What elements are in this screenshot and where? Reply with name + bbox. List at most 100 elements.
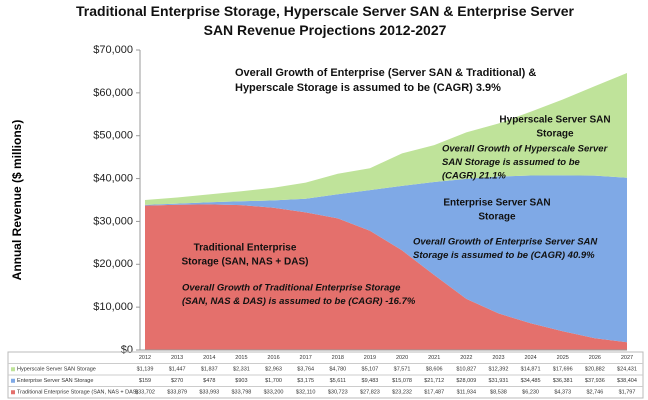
annotation: Hyperscale Server SAN — [499, 115, 610, 126]
table-cell: $17,696 — [553, 367, 573, 373]
y-tick-label: $70,000 — [93, 44, 133, 56]
area — [145, 73, 627, 205]
table-cell: $2,963 — [265, 367, 282, 373]
table-cell: $2,746 — [586, 390, 603, 396]
annotation: Storage (SAN, NAS + DAS) — [182, 257, 309, 268]
annotation: Storage — [478, 212, 516, 223]
table-header: 2014 — [203, 355, 215, 361]
y-tick-label: $30,000 — [93, 215, 133, 227]
table-cell: $21,712 — [424, 378, 444, 384]
table-cell: $7,571 — [394, 367, 411, 373]
annotation: Storage is assumed to be (CAGR) 40.9% — [413, 250, 595, 261]
legend-label: Hyperscale Server SAN Storage — [17, 367, 96, 373]
table-header: 2025 — [557, 355, 569, 361]
legend-swatch — [11, 378, 15, 383]
table-cell: $3,175 — [297, 378, 314, 384]
area — [145, 204, 627, 350]
y-tick-label: $50,000 — [93, 130, 133, 142]
table-header: 2022 — [460, 355, 472, 361]
table-cell: $33,993 — [199, 390, 219, 396]
table-header: 2018 — [332, 355, 344, 361]
table-cell: $28,009 — [456, 378, 476, 384]
table-cell: $30,723 — [328, 390, 348, 396]
annotation: Overall Growth of Enterprise Server SAN — [413, 237, 598, 248]
table-header: 2012 — [139, 355, 151, 361]
table-cell: $20,882 — [585, 367, 605, 373]
table-cell: $33,200 — [264, 390, 284, 396]
annotation: Storage — [536, 129, 574, 140]
annotation: Overall Growth of Hyperscale Server — [442, 144, 609, 155]
table-header: 2015 — [235, 355, 247, 361]
area — [145, 175, 627, 343]
table-cell: $1,139 — [137, 367, 154, 373]
table-cell: $1,837 — [201, 367, 218, 373]
annotation: Hyperscale Storage is assumed to be (CAG… — [235, 82, 501, 94]
y-tick-label: $40,000 — [93, 172, 133, 184]
annotation: Traditional Enterprise — [194, 243, 297, 254]
table-cell: $31,931 — [489, 378, 509, 384]
table-cell: $33,879 — [167, 390, 187, 396]
table-cell: $33,702 — [135, 390, 155, 396]
table-header: 2023 — [492, 355, 504, 361]
table-cell: $10,827 — [456, 367, 476, 373]
table-cell: $1,797 — [619, 390, 636, 396]
table-cell: $15,078 — [392, 378, 412, 384]
table-cell: $903 — [235, 378, 247, 384]
table-cell: $2,331 — [233, 367, 250, 373]
table-cell: $32,110 — [296, 390, 315, 396]
annotation: Overall Growth of Traditional Enterprise… — [182, 283, 401, 294]
annotation: Overall Growth of Enterprise (Server SAN… — [235, 67, 536, 79]
table-cell: $17,487 — [424, 390, 444, 396]
y-tick-label: $0 — [121, 344, 133, 356]
table-cell: $37,936 — [585, 378, 605, 384]
table-cell: $9,483 — [362, 378, 379, 384]
table-cell: $4,780 — [329, 367, 346, 373]
table-cell: $34,485 — [521, 378, 541, 384]
table-cell: $4,373 — [554, 390, 571, 396]
table-cell: $159 — [139, 378, 151, 384]
table-header: 2019 — [364, 355, 376, 361]
table-cell: $33,798 — [231, 390, 251, 396]
table-cell: $1,700 — [265, 378, 282, 384]
table-cell: $14,871 — [521, 367, 541, 373]
table-cell: $3,764 — [297, 367, 314, 373]
table-cell: $27,823 — [360, 390, 380, 396]
table-cell: $24,431 — [617, 367, 637, 373]
y-tick-label: $60,000 — [93, 87, 133, 99]
table-cell: $5,107 — [362, 367, 379, 373]
table-cell: $12,392 — [489, 367, 509, 373]
table-cell: $36,381 — [553, 378, 573, 384]
table-header: 2021 — [428, 355, 440, 361]
table-cell: $1,447 — [169, 367, 186, 373]
y-axis-label: Annual Revenue ($ millions) — [10, 120, 24, 281]
table-header: 2016 — [267, 355, 279, 361]
table-cell: $38,404 — [617, 378, 637, 384]
legend-label: Traditional Enterprise Storage (SAN, NAS… — [17, 390, 138, 396]
annotation: Enterprise Server SAN — [443, 198, 550, 209]
annotation: (CAGR) 21.1% — [442, 171, 506, 182]
table-cell: $23,232 — [392, 390, 412, 396]
table-cell: $270 — [171, 378, 183, 384]
table-cell: $11,934 — [457, 390, 476, 396]
table-header: 2020 — [396, 355, 408, 361]
y-tick-label: $20,000 — [93, 258, 133, 270]
table-header: 2024 — [524, 355, 536, 361]
table-cell: $6,230 — [522, 390, 539, 396]
y-tick-label: $10,000 — [93, 301, 133, 313]
table-header: 2027 — [621, 355, 633, 361]
chart-title: Traditional Enterprise Storage, Hypersca… — [76, 3, 574, 38]
table-header: 2026 — [589, 355, 601, 361]
table-cell: $5,611 — [330, 378, 346, 384]
table-cell: $8,538 — [490, 390, 507, 396]
annotation: (SAN, NAS & DAS) is assumed to be (CAGR)… — [182, 296, 416, 307]
legend-swatch — [11, 367, 15, 372]
legend-swatch — [11, 390, 15, 395]
annotation: SAN Storage is assumed to be — [442, 157, 581, 168]
table-header: 2013 — [171, 355, 183, 361]
legend-label: Enterprise Server SAN Storage — [17, 378, 93, 384]
table-cell: $478 — [203, 378, 215, 384]
table-cell: $8,606 — [426, 367, 443, 373]
table-header: 2017 — [300, 355, 312, 361]
